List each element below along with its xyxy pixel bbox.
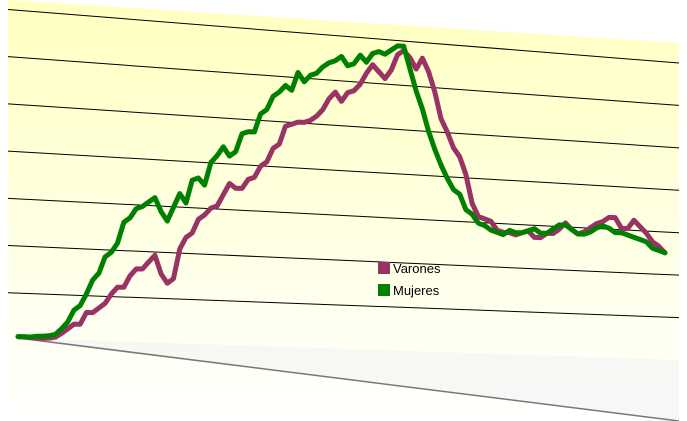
series-line-varones [15,48,668,341]
gridline-7 [7,8,680,64]
series-line-mujeres [15,43,668,340]
legend: Varones Mujeres [378,261,441,298]
legend-swatch-varones [378,262,390,274]
plot-area [8,0,679,421]
series-layer [15,43,668,341]
legend-swatch-mujeres [378,284,390,296]
legend-label-varones: Varones [393,261,441,276]
gridline-5 [7,103,680,149]
gridline-2 [7,245,680,276]
gridline-6 [7,56,680,106]
gridline-1 [7,292,680,319]
legend-label-mujeres: Mujeres [393,283,440,298]
gridline-4 [7,150,680,191]
floor-edge [17,337,680,421]
